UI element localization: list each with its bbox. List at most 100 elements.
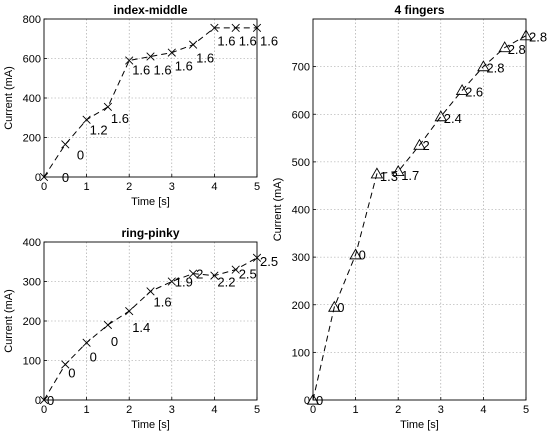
data-point <box>231 265 240 274</box>
y-tick-label: 200 <box>23 316 41 328</box>
data-point <box>167 277 176 286</box>
point-annotation: 1.6 <box>175 58 193 73</box>
x-tick-label: 1 <box>84 404 90 416</box>
point-annotation: 0 <box>359 248 366 263</box>
x-tick-label: 1 <box>84 181 90 193</box>
x-tick-label: 3 <box>169 404 175 416</box>
y-axis-label: Current (mA) <box>3 66 15 130</box>
x-tick-label: 1 <box>353 404 359 416</box>
data-point <box>370 167 384 179</box>
chart-ring-pinky: 0 1 2 3 4 5010020030040000001.41.61.922.22.52… <box>3 226 278 431</box>
y-tick-label: 0 <box>304 395 310 407</box>
plot-frame <box>312 18 527 401</box>
x-tick-label: 4 <box>480 404 486 416</box>
data-point <box>477 60 490 72</box>
y-tick-label: 400 <box>23 237 41 249</box>
point-annotation: 0 <box>77 147 84 162</box>
y-tick-label: 400 <box>23 93 41 105</box>
point-annotation: 1.6 <box>260 34 278 49</box>
y-axis-label: Current (mA) <box>3 289 15 353</box>
data-point <box>328 300 341 312</box>
point-annotation: 1.3 <box>380 169 398 184</box>
point-annotation: 1.6 <box>217 34 235 49</box>
data-point <box>82 338 91 347</box>
data-point <box>391 164 405 176</box>
point-annotation: 1.4 <box>132 320 150 335</box>
point-annotation: 1.6 <box>196 51 214 66</box>
point-annotation: 1.6 <box>111 111 129 126</box>
data-point <box>434 110 448 122</box>
data-point <box>210 23 219 33</box>
point-annotation: 2.4 <box>444 111 462 126</box>
data-point <box>455 84 469 96</box>
point-annotation: 2.2 <box>217 275 235 290</box>
data-point <box>61 140 70 149</box>
point-annotation: 0 <box>111 334 118 349</box>
data-point <box>103 102 113 112</box>
data-point <box>103 320 113 330</box>
y-tick-label: 100 <box>23 356 41 368</box>
point-annotation: 1.6 <box>154 62 172 77</box>
chart-title: index-middle <box>113 3 187 17</box>
point-annotation: 2.5 <box>239 267 257 282</box>
data-point <box>125 56 134 65</box>
chart-title: 4 fingers <box>394 3 444 17</box>
data-point <box>349 248 362 260</box>
point-annotation: 2.6 <box>465 84 483 99</box>
point-annotation: 1.6 <box>239 34 257 49</box>
y-tick-label: 600 <box>292 109 310 121</box>
point-annotation: 2 <box>423 138 430 153</box>
point-annotation: 0 <box>316 393 323 408</box>
data-point <box>498 41 511 53</box>
point-annotation: 0 <box>47 393 54 408</box>
data-point <box>146 287 155 296</box>
data-point <box>39 172 49 182</box>
point-annotation: 1.9 <box>175 275 193 290</box>
y-tick-label: 700 <box>292 62 310 74</box>
data-point <box>519 29 533 41</box>
point-annotation: 0 <box>90 350 97 365</box>
y-tick-label: 100 <box>292 347 310 359</box>
data-point <box>231 23 240 33</box>
data-point <box>39 395 49 405</box>
plot-frame <box>43 241 258 401</box>
y-tick-label: 300 <box>292 252 310 264</box>
y-tick-label: 0 <box>35 172 41 184</box>
x-axis-label: Time [s] <box>131 419 170 431</box>
x-tick-label: 4 <box>211 404 217 416</box>
point-annotation: 2.8 <box>508 42 526 57</box>
series-line <box>43 27 257 178</box>
x-tick-label: 2 <box>395 404 401 416</box>
x-tick-label: 3 <box>438 404 444 416</box>
x-tick-label: 2 <box>126 181 132 193</box>
data-point <box>306 393 320 405</box>
x-axis-label: Time [s] <box>400 419 439 431</box>
data-point <box>82 115 91 124</box>
x-tick-label: 5 <box>523 404 529 416</box>
data-point <box>188 269 198 278</box>
x-tick-label: 0 <box>41 181 47 193</box>
data-point <box>61 360 70 369</box>
series-line <box>312 35 527 401</box>
data-point <box>252 23 262 33</box>
point-annotation: 0 <box>62 170 69 185</box>
point-annotation: 1.6 <box>154 294 172 309</box>
point-annotation: 1.7 <box>401 168 419 183</box>
x-tick-label: 2 <box>126 404 132 416</box>
y-axis-label: Current (mA) <box>272 178 284 242</box>
chart-title: ring-pinky <box>121 226 179 240</box>
y-tick-label: 500 <box>292 157 310 169</box>
data-point <box>125 307 134 316</box>
data-point <box>167 48 176 57</box>
point-annotation: 2.8 <box>529 30 547 45</box>
x-tick-label: 5 <box>254 181 260 193</box>
y-tick-label: 300 <box>23 277 41 289</box>
y-tick-label: 400 <box>292 205 310 217</box>
x-tick-label: 0 <box>41 404 47 416</box>
y-tick-label: 200 <box>23 133 41 145</box>
data-point <box>252 253 262 262</box>
point-annotation: 2 <box>196 267 203 282</box>
x-tick-label: 5 <box>254 404 260 416</box>
